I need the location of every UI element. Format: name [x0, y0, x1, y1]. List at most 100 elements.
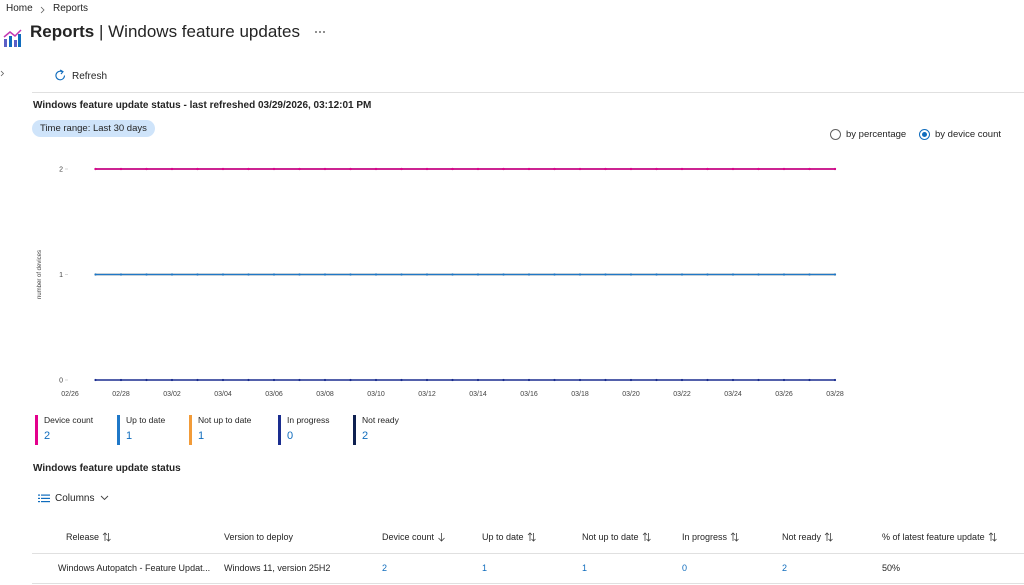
series-point: [502, 167, 505, 171]
x-tick-label: 03/24: [724, 391, 742, 398]
summary-label: Not up to date: [198, 415, 252, 425]
breadcrumb-link[interactable]: Home: [6, 3, 33, 14]
x-tick-label: 03/16: [520, 391, 538, 398]
view-option[interactable]: by percentage: [830, 129, 906, 140]
series-point: [349, 167, 352, 171]
view-option[interactable]: by device count: [919, 129, 1001, 140]
series-point: [94, 273, 97, 276]
table-cell: Windows Autopatch - Feature Updat...: [58, 563, 211, 573]
columns-chevron[interactable]: [100, 495, 109, 501]
series-point: [94, 378, 97, 382]
series-point: [604, 273, 607, 276]
column-title: Device count: [382, 532, 435, 542]
radio-label: by percentage: [846, 129, 907, 140]
title-separator: |: [98, 22, 104, 41]
series-point: [655, 167, 658, 171]
series-point: [170, 273, 174, 276]
series-point: [757, 273, 760, 276]
series-point: [272, 273, 276, 276]
series-point: [221, 167, 225, 171]
table-cell[interactable]: 1: [582, 563, 588, 573]
series-point: [298, 273, 301, 276]
columns-button[interactable]: Columns: [55, 493, 95, 504]
summary-item: Device count 2: [35, 415, 93, 445]
x-tick-label: 03/06: [265, 391, 283, 398]
column-header[interactable]: In progress: [682, 532, 739, 542]
column-title: % of latest feature update: [882, 532, 985, 542]
column-header[interactable]: Not ready: [782, 532, 833, 542]
series-point: [757, 167, 760, 171]
series-point: [604, 167, 607, 171]
series-point: [298, 378, 301, 382]
sort-arrow: [642, 532, 651, 542]
summary-value: 1: [126, 430, 133, 442]
series-point: [731, 378, 735, 382]
subtitle: Windows feature updates: [108, 22, 300, 41]
series-point: [425, 273, 429, 276]
column-header[interactable]: % of latest feature update: [882, 532, 997, 542]
table-cell[interactable]: 1: [482, 563, 488, 573]
table-cell: Windows 11, version 25H2: [224, 563, 331, 573]
table-cell[interactable]: 2: [382, 563, 388, 573]
table-cell[interactable]: 0: [682, 563, 688, 573]
refresh-icon[interactable]: [54, 69, 67, 82]
sort-arrow: [824, 532, 833, 542]
breadcrumb-chevron: [40, 6, 45, 14]
y-tick-label: 2: [59, 167, 63, 174]
column-header[interactable]: Device count: [382, 532, 446, 542]
series-point: [502, 378, 505, 382]
series-point: [757, 378, 760, 382]
x-tick-label: 03/28: [826, 391, 844, 398]
x-tick-label: 03/22: [673, 391, 691, 398]
summary-value: 1: [198, 430, 205, 442]
series-point: [170, 378, 174, 382]
sort-icon: [824, 532, 833, 542]
series-point: [196, 167, 199, 171]
series-point: [400, 273, 403, 276]
sort-arrow: [527, 532, 536, 542]
series-point: [706, 378, 709, 382]
table-heading: Windows feature update status: [33, 463, 181, 474]
series-point: [680, 378, 684, 382]
sidebar-toggle[interactable]: [0, 70, 5, 77]
series-point: [527, 378, 531, 382]
column-header[interactable]: Not up to date: [582, 532, 651, 542]
series-point: [323, 167, 327, 171]
series-point: [247, 378, 250, 382]
series-point: [527, 273, 531, 276]
column-header[interactable]: Release: [66, 532, 111, 542]
summary-item: In progress 0: [278, 415, 330, 445]
column-header[interactable]: Version to deploy: [224, 532, 293, 542]
x-tick-label: 03/20: [622, 391, 640, 398]
y-axis-label: number of devices: [37, 250, 43, 299]
series-point: [170, 167, 174, 171]
summary-label: Up to date: [126, 415, 166, 425]
column-title: Up to date: [482, 532, 524, 542]
series-point: [196, 378, 199, 382]
summary-label: Device count: [44, 415, 94, 425]
x-tick-label: 03/14: [469, 391, 487, 398]
series-point: [629, 378, 633, 382]
series-point: [502, 273, 505, 276]
title: Reports: [30, 22, 95, 41]
x-tick-label: 02/26: [61, 391, 79, 398]
y-tick-label: 1: [59, 272, 63, 279]
table-cell[interactable]: 2: [782, 563, 788, 573]
column-title: Version to deploy: [224, 532, 294, 542]
series-point: [119, 167, 123, 171]
series-point: [374, 273, 378, 276]
refresh-button[interactable]: Refresh: [72, 71, 108, 82]
more-button[interactable]: [314, 30, 326, 34]
series-point: [680, 273, 684, 276]
column-header[interactable]: Up to date: [482, 532, 536, 542]
series-point: [833, 273, 837, 276]
series-point: [782, 167, 786, 171]
sort-arrow: [988, 532, 997, 542]
series-point: [349, 378, 352, 382]
series-point: [629, 273, 633, 276]
series-point: [221, 273, 225, 276]
time-range-pill[interactable]: Time range: Last 30 days: [32, 120, 155, 137]
series-point: [655, 378, 658, 382]
series-point: [400, 167, 403, 171]
series-point: [298, 167, 301, 171]
